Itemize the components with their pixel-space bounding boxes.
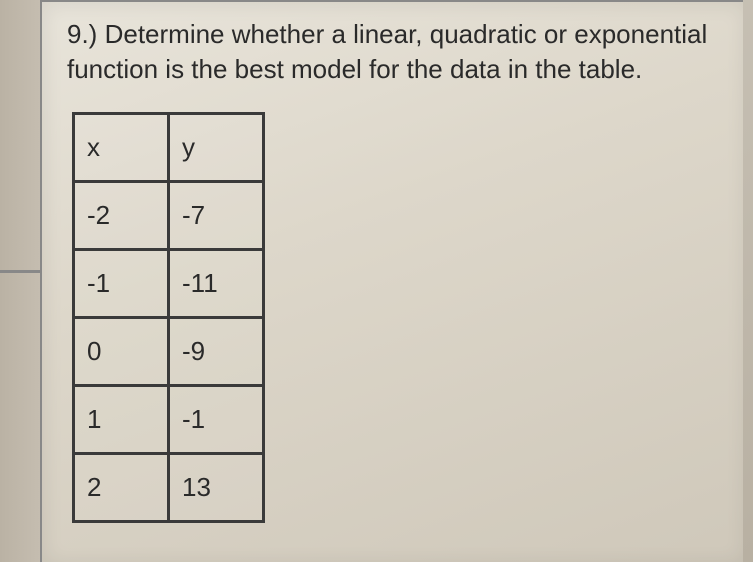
- table-row: 0 -9: [74, 318, 264, 386]
- cell-x: 1: [74, 386, 169, 454]
- table-row: -1 -11: [74, 250, 264, 318]
- cell-y: -1: [169, 386, 264, 454]
- cell-x: -1: [74, 250, 169, 318]
- question-number: 9.): [67, 19, 97, 49]
- table-header-row: x y: [74, 114, 264, 182]
- cell-x: -2: [74, 182, 169, 250]
- worksheet-page: 9.) Determine whether a linear, quadrati…: [40, 0, 743, 562]
- cell-y: 13: [169, 454, 264, 522]
- table-row: 1 -1: [74, 386, 264, 454]
- cell-y: -9: [169, 318, 264, 386]
- page-left-margin: [0, 0, 40, 562]
- question-text: 9.) Determine whether a linear, quadrati…: [67, 17, 718, 87]
- cell-x: 0: [74, 318, 169, 386]
- data-table: x y -2 -7 -1 -11 0 -9 1 -1 2 13: [72, 112, 265, 523]
- cell-x: 2: [74, 454, 169, 522]
- margin-tick: [0, 270, 40, 273]
- question-body: Determine whether a linear, quadratic or…: [67, 19, 707, 84]
- col-header-x: x: [74, 114, 169, 182]
- cell-y: -7: [169, 182, 264, 250]
- table-row: -2 -7: [74, 182, 264, 250]
- table-row: 2 13: [74, 454, 264, 522]
- cell-y: -11: [169, 250, 264, 318]
- col-header-y: y: [169, 114, 264, 182]
